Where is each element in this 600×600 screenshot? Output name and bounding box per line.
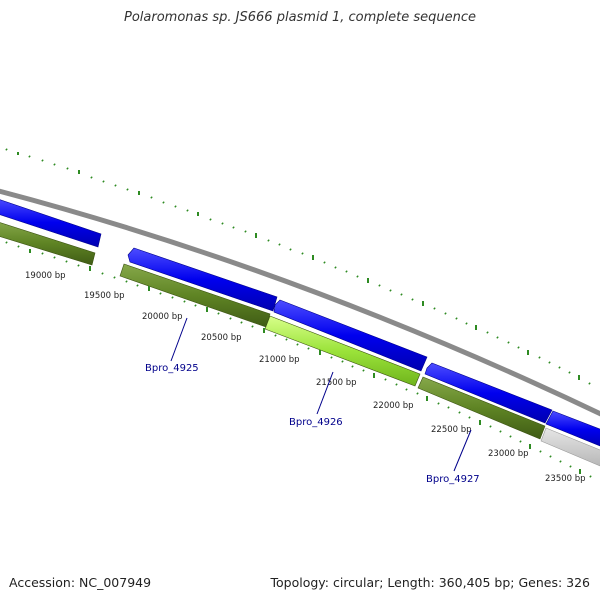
cds-feature-left[interactable] [0,198,102,248]
cds-feature-bpro-4927[interactable] [424,362,553,424]
inner-ruler [5,241,592,478]
scale-label: 19500 bp [84,291,125,301]
cds-feature-bpro-4925[interactable] [127,247,278,312]
cds-feature-bpro-4926[interactable] [273,299,428,372]
gene-labels: Bpro_4925 Bpro_4926 Bpro_4927 [145,317,480,485]
map-title: Polaromonas sp. JS666 plasmid 1, complet… [123,10,476,25]
cds-track [0,198,600,448]
scale-label: 22500 bp [431,425,472,435]
gene-feature-bpro-4927[interactable] [417,376,546,440]
cds-feature-right[interactable] [545,410,600,448]
scale-label: 21000 bp [259,355,300,365]
callout-line [170,317,188,362]
scale-labels: 19000 bp 19500 bp 20000 bp 20500 bp 2100… [25,271,586,484]
scale-label: 20000 bp [142,312,183,322]
accession-label: Accession: NC_007949 [9,575,152,590]
scale-label: 20500 bp [201,333,242,343]
gene-label-bpro-4927[interactable]: Bpro_4927 [426,474,480,485]
gene-label-bpro-4925[interactable]: Bpro_4925 [145,363,199,374]
scale-label: 23500 bp [545,474,586,484]
gene-feature-bpro-4926[interactable] [264,315,421,387]
other-feature-right[interactable] [540,427,600,468]
gene-feature-left[interactable] [0,221,96,266]
genome-summary: Topology: circular; Length: 360,405 bp; … [270,575,591,590]
callout-line [316,371,334,415]
gene-label-bpro-4926[interactable]: Bpro_4926 [289,417,343,428]
scale-label: 23000 bp [488,449,529,459]
outer-tick-track [5,148,591,385]
backbone-circle [0,188,600,417]
callout-line [453,429,472,472]
scale-label: 22000 bp [373,401,414,411]
scale-label: 19000 bp [25,271,66,281]
scale-label: 21500 bp [316,378,357,388]
gene-track [0,221,600,468]
